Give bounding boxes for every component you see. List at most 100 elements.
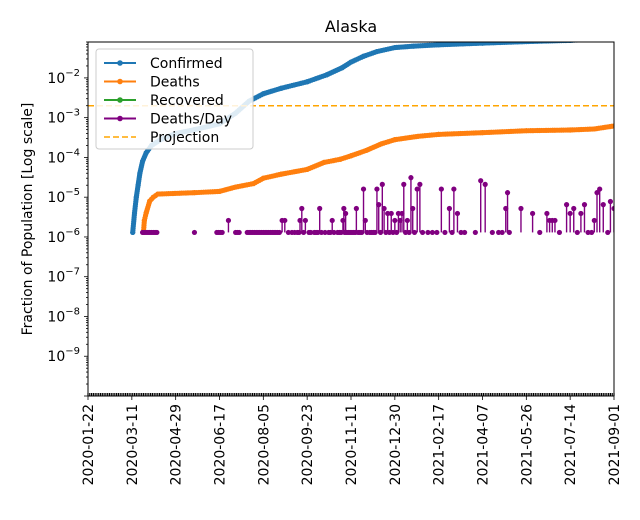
data-point <box>147 198 153 204</box>
data-point <box>436 131 442 137</box>
data-point <box>219 229 225 236</box>
data-point <box>436 42 442 48</box>
data-point <box>442 229 448 236</box>
data-point <box>449 229 455 236</box>
data-point <box>523 42 529 45</box>
data-point <box>587 37 592 42</box>
legend-item: Confirmed <box>104 56 223 72</box>
data-point <box>506 229 512 236</box>
data-point <box>321 159 327 165</box>
data-point <box>479 42 486 46</box>
data-point <box>592 37 597 42</box>
data-point <box>340 217 346 224</box>
data-point <box>414 186 420 192</box>
data-point <box>315 229 321 236</box>
data-point <box>504 190 511 196</box>
data-point <box>578 210 584 217</box>
data-point <box>302 217 308 224</box>
data-point <box>438 186 444 192</box>
x-tick-label: 2020-06-17 <box>213 404 229 485</box>
data-point <box>318 229 325 236</box>
data-point <box>594 36 599 41</box>
data-point <box>374 48 380 55</box>
data-point <box>408 175 414 181</box>
legend-item: Recovered <box>104 93 224 109</box>
data-point <box>154 229 160 236</box>
x-tick-label: 2020-03-11 <box>125 404 141 485</box>
data-point <box>482 181 488 187</box>
data-point <box>276 229 283 236</box>
data-point <box>478 178 484 184</box>
data-point <box>591 126 597 132</box>
data-point <box>341 205 347 212</box>
data-point <box>603 36 608 41</box>
y-tick-label: 10−8 <box>47 306 80 325</box>
data-point <box>395 210 402 217</box>
legend-marker <box>117 115 123 122</box>
data-point <box>329 217 335 224</box>
data-point <box>596 36 601 41</box>
legend-label: Deaths <box>150 75 200 91</box>
data-point <box>377 229 384 236</box>
data-point <box>518 205 524 212</box>
data-point <box>417 181 423 187</box>
data-point <box>348 153 354 159</box>
data-point <box>581 202 588 208</box>
data-point <box>155 191 161 197</box>
data-point <box>611 205 614 212</box>
legend-marker <box>117 60 123 66</box>
data-point <box>139 158 146 164</box>
data-point <box>300 229 307 236</box>
y-tick-label: 10−9 <box>47 346 80 365</box>
data-point <box>503 205 509 212</box>
y-tick-label: 10−7 <box>47 267 80 286</box>
x-tick-label: 2021-02-17 <box>432 404 448 485</box>
data-point <box>250 180 257 187</box>
data-point <box>260 175 266 181</box>
data-point <box>133 194 139 200</box>
x-tick-label: 2021-07-14 <box>563 404 579 485</box>
data-point <box>598 36 603 41</box>
legend-item: Projection <box>104 130 219 146</box>
data-point <box>191 190 198 196</box>
x-tick-label: 2020-12-30 <box>388 404 404 485</box>
data-point <box>585 229 591 236</box>
data-point <box>489 229 495 236</box>
data-point <box>411 229 418 236</box>
data-point <box>411 43 417 49</box>
data-point <box>360 53 367 59</box>
data-point <box>415 133 421 139</box>
data-point <box>544 210 550 217</box>
data-point <box>381 205 387 212</box>
legend-marker <box>117 78 123 85</box>
data-point <box>556 229 563 236</box>
data-point <box>394 229 400 236</box>
legend-label: Deaths/Day <box>150 112 232 128</box>
x-tick-label: 2021-05-26 <box>519 404 535 485</box>
data-point <box>338 229 344 236</box>
data-point <box>388 210 394 217</box>
data-point <box>297 217 303 224</box>
y-axis: 10−9 10−8 10−7 10−6 10−5 10−4 10−3 10−2 <box>47 41 88 397</box>
data-point <box>327 229 334 236</box>
data-point <box>589 229 595 236</box>
x-tick-label: 2020-09-23 <box>300 404 316 485</box>
data-point <box>374 186 380 192</box>
data-point <box>607 198 614 205</box>
y-tick-label: 10−5 <box>47 187 80 206</box>
data-point <box>304 166 310 173</box>
data-point <box>191 229 198 236</box>
data-point <box>376 202 382 208</box>
data-point <box>143 210 149 216</box>
data-point <box>135 182 141 188</box>
data-point <box>523 128 529 134</box>
data-point <box>324 72 330 78</box>
data-point <box>472 229 478 236</box>
legend-label: Recovered <box>150 93 224 109</box>
data-point <box>372 229 378 236</box>
y-tick-label: 10−4 <box>47 147 80 166</box>
data-point <box>600 36 605 41</box>
data-point <box>419 229 426 236</box>
data-point <box>392 137 398 143</box>
data-point <box>150 194 156 200</box>
